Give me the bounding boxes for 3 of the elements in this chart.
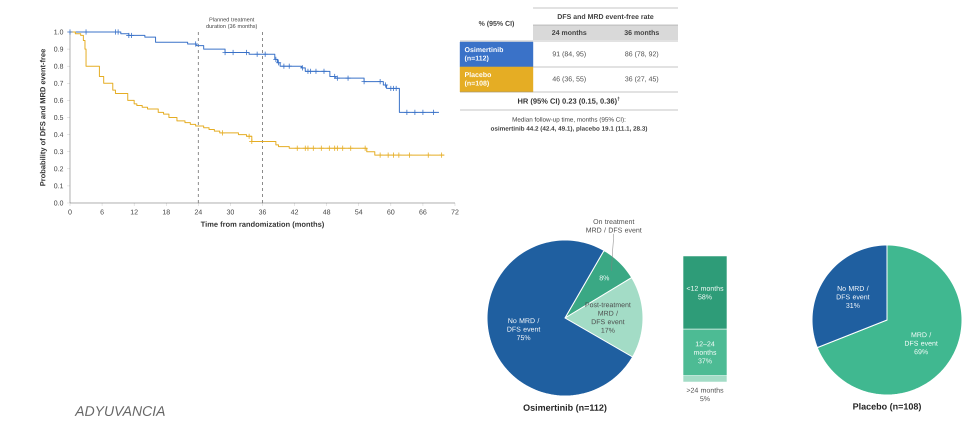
text: Osimertinib (n=112) bbox=[523, 404, 606, 413]
text: ADYUVANCIA bbox=[74, 406, 165, 416]
text: Placebo (n=108) bbox=[853, 403, 921, 412]
